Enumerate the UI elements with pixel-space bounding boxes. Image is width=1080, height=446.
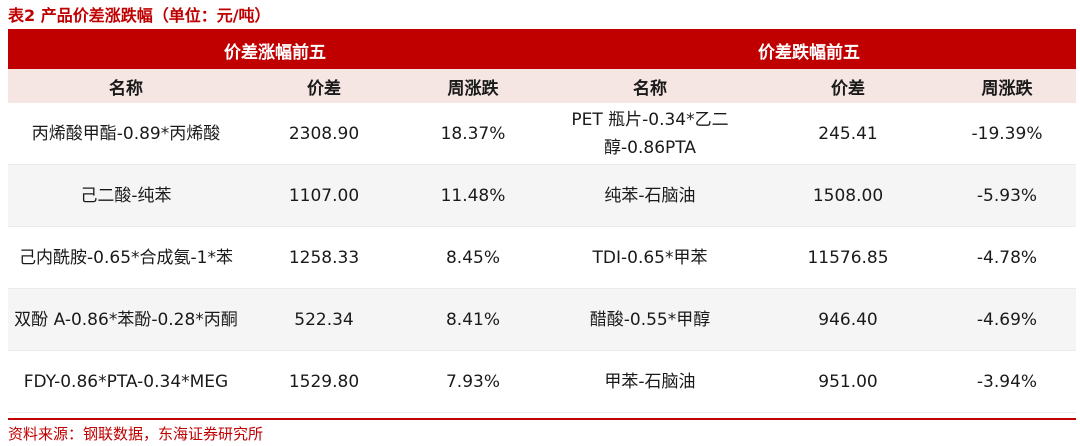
column-header-name: 名称	[109, 78, 143, 99]
gainer-name: 双酚 A-0.86*苯酚-0.28*丙酮	[14, 309, 238, 330]
loser-weekly-change: -4.78%	[976, 247, 1038, 268]
loser-weekly-change: -5.93%	[976, 185, 1038, 206]
loser-weekly-change: -3.94%	[976, 371, 1038, 392]
loser-spread: 11576.85	[807, 247, 889, 268]
column-header-weekly-change: 周涨跌	[447, 78, 499, 99]
gainer-name: 丙烯酸甲酯-0.89*丙烯酸	[31, 123, 221, 144]
loser-name: PET 瓶片-0.34*乙二醇-0.86PTA	[571, 109, 729, 158]
loser-spread: 946.40	[818, 309, 878, 330]
loser-spread: 951.00	[818, 371, 878, 392]
gainer-weekly-change: 8.41%	[445, 309, 500, 330]
column-header-spread: 价差	[307, 78, 341, 99]
column-header-weekly-change: 周涨跌	[981, 78, 1033, 99]
table-caption: 表2 产品价差涨跌幅（单位：元/吨）	[8, 6, 271, 25]
gainer-weekly-change: 18.37%	[440, 123, 506, 144]
gainer-weekly-change: 11.48%	[440, 185, 506, 206]
table-row: 己二酸-纯苯 1107.00 11.48% 纯苯-石脑油 1508.00 -5.…	[8, 165, 1076, 227]
loser-name: 甲苯-石脑油	[604, 371, 696, 392]
column-header-spread: 价差	[831, 78, 865, 99]
loser-name: 纯苯-石脑油	[604, 185, 696, 206]
loser-weekly-change: -4.69%	[976, 309, 1038, 330]
table-row: FDY-0.86*PTA-0.34*MEG 1529.80 7.93% 甲苯-石…	[8, 351, 1076, 413]
spread-change-table: 价差涨幅前五 价差跌幅前五 名称 价差 周涨跌 名称 价差 周涨跌 丙烯酸甲酯-…	[8, 29, 1076, 413]
group-header-row: 价差涨幅前五 价差跌幅前五	[8, 31, 1076, 69]
column-header-row: 名称 价差 周涨跌 名称 价差 周涨跌	[8, 69, 1076, 103]
table-row: 丙烯酸甲酯-0.89*丙烯酸 2308.90 18.37% PET 瓶片-0.3…	[8, 103, 1076, 165]
table-body: 丙烯酸甲酯-0.89*丙烯酸 2308.90 18.37% PET 瓶片-0.3…	[8, 103, 1076, 413]
gainer-spread: 2308.90	[288, 123, 360, 144]
group-header-losers: 价差跌幅前五	[758, 42, 860, 63]
table-row: 双酚 A-0.86*苯酚-0.28*丙酮 522.34 8.41% 醋酸-0.5…	[8, 289, 1076, 351]
table-row: 己内酰胺-0.65*合成氨-1*苯 1258.33 8.45% TDI-0.65…	[8, 227, 1076, 289]
loser-spread: 245.41	[818, 123, 878, 144]
gainer-spread: 522.34	[294, 309, 354, 330]
loser-spread: 1508.00	[812, 185, 884, 206]
gainer-spread: 1107.00	[288, 185, 360, 206]
gainer-spread: 1529.80	[288, 371, 360, 392]
column-header-name: 名称	[633, 78, 667, 99]
gainer-spread: 1258.33	[288, 247, 360, 268]
gainer-name: FDY-0.86*PTA-0.34*MEG	[23, 371, 229, 392]
gainer-name: 己内酰胺-0.65*合成氨-1*苯	[19, 247, 233, 268]
gainer-weekly-change: 7.93%	[445, 371, 500, 392]
group-header-gainers: 价差涨幅前五	[224, 42, 326, 63]
gainer-name: 己二酸-纯苯	[80, 185, 172, 206]
gainer-weekly-change: 8.45%	[445, 247, 500, 268]
loser-name: TDI-0.65*甲苯	[592, 247, 708, 268]
source-note: 资料来源：钢联数据，东海证券研究所	[8, 418, 1076, 446]
loser-name: 醋酸-0.55*甲醇	[589, 309, 711, 330]
loser-weekly-change: -19.39%	[971, 123, 1043, 144]
